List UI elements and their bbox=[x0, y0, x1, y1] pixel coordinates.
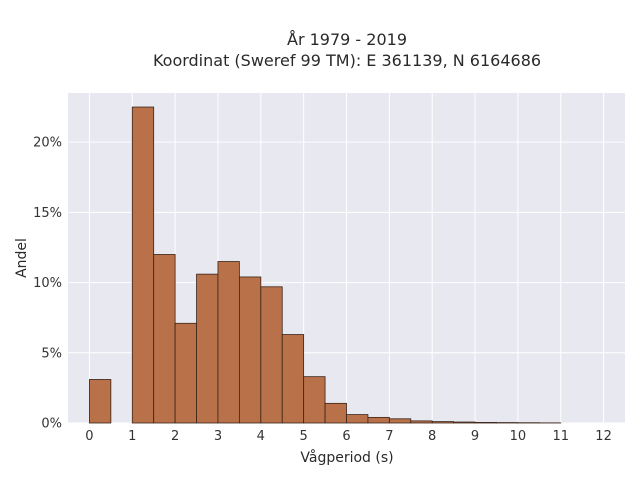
y-tick-label: 0% bbox=[41, 417, 62, 432]
histogram-bar bbox=[131, 106, 155, 424]
histogram-bars bbox=[89, 106, 562, 424]
y-axis-label: Andel bbox=[14, 238, 30, 278]
x-tick-label: 5 bbox=[300, 429, 308, 444]
histogram-bar bbox=[281, 334, 305, 424]
chart-title: År 1979 - 2019 Koordinat (Sweref 99 TM):… bbox=[153, 30, 541, 70]
histogram-bar bbox=[153, 254, 176, 424]
y-tick-label: 15% bbox=[33, 206, 62, 221]
x-tick-label: 4 bbox=[257, 429, 265, 444]
histogram-bar bbox=[174, 322, 197, 424]
histogram-bar bbox=[196, 273, 219, 424]
histogram-bar bbox=[89, 379, 112, 424]
y-tick-label: 5% bbox=[41, 346, 62, 361]
histogram-bar bbox=[260, 286, 283, 424]
x-tick-label: 9 bbox=[471, 429, 479, 444]
chart-title-line-2: Koordinat (Sweref 99 TM): E 361139, N 61… bbox=[153, 51, 541, 70]
histogram-bar bbox=[410, 420, 433, 424]
histogram-bar bbox=[303, 376, 326, 424]
x-tick-label: 11 bbox=[552, 429, 569, 444]
x-axis-label: Vågperiod (s) bbox=[300, 449, 393, 466]
x-tick-label: 0 bbox=[85, 429, 93, 444]
x-tick-label: 10 bbox=[510, 429, 527, 444]
histogram-bar bbox=[217, 261, 240, 424]
histogram-bar bbox=[474, 422, 497, 424]
y-tick-label: 10% bbox=[33, 276, 62, 291]
histogram-bar bbox=[431, 421, 455, 424]
x-tick-label: 8 bbox=[428, 429, 436, 444]
histogram-bar bbox=[367, 416, 390, 424]
x-tick-label: 2 bbox=[171, 429, 179, 444]
histogram-bar bbox=[388, 418, 412, 424]
histogram-bar bbox=[453, 421, 476, 424]
x-tick-label: 3 bbox=[214, 429, 222, 444]
x-tick-label: 1 bbox=[128, 429, 136, 444]
histogram-bar bbox=[346, 414, 369, 424]
x-tick-label: 7 bbox=[385, 429, 393, 444]
y-tick-labels: 0% 5% 10% 15% 20% bbox=[33, 136, 62, 432]
x-tick-label: 12 bbox=[595, 429, 612, 444]
histogram-bar bbox=[324, 402, 347, 424]
histogram-bar bbox=[238, 276, 262, 424]
x-tick-label: 6 bbox=[342, 429, 350, 444]
y-tick-label: 20% bbox=[33, 136, 62, 151]
chart-title-line-1: År 1979 - 2019 bbox=[287, 30, 407, 49]
x-tick-labels: 0 1 2 3 4 5 6 7 8 9 10 11 12 bbox=[85, 429, 612, 444]
